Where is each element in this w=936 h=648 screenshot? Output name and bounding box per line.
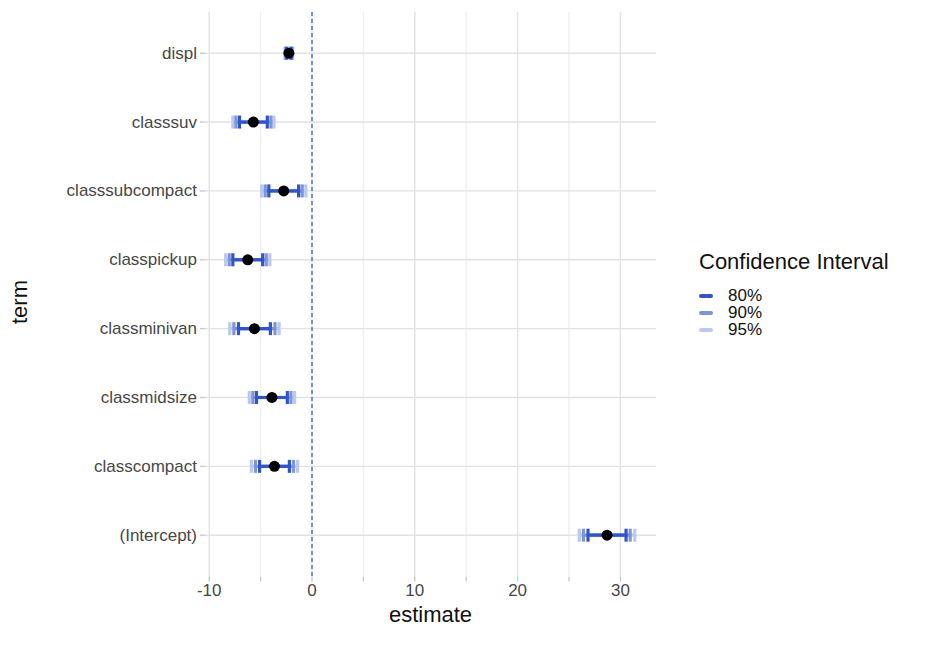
y-tick-label: classminivan [100,319,197,338]
y-tick-label: (Intercept) [120,526,197,545]
x-tick-label: 20 [508,581,527,600]
legend-label-80: 80% [728,287,762,304]
estimate-point [266,392,277,403]
ci-90-key-icon [699,311,713,315]
x-axis-title-wrap: estimate [205,602,656,628]
y-tick-label: classsubcompact [67,181,198,200]
legend-title: Confidence Interval [699,249,889,275]
y-tick-label: classpickup [109,250,197,269]
legend-label-90: 90% [728,304,762,321]
estimate-point [269,461,280,472]
y-tick-label: displ [162,44,197,63]
x-tick-label: 30 [611,581,630,600]
legend-label-95: 95% [728,321,762,338]
ci-80-key-icon [699,294,713,298]
estimate-point [249,323,260,334]
legend-entry-95: 95% [699,321,889,338]
estimate-point [283,48,294,59]
x-tick-label: 10 [405,581,424,600]
legend-entry-80: 80% [699,287,889,304]
ci-95-key-icon [699,328,713,332]
estimate-point [602,530,613,541]
y-tick-label: classcompact [94,457,197,476]
estimate-point [248,117,259,128]
y-tick-label: classsuv [132,113,198,132]
estimate-point [242,254,253,265]
x-tick-label: 0 [307,581,316,600]
x-axis-title: estimate [389,602,472,627]
x-tick-label: -10 [197,581,222,600]
y-tick-label: classmidsize [101,388,197,407]
coefficient-plot-figure: -10 0 10 20 30 displ classsuv classsubcompact cl… [0,0,936,648]
estimate-point [278,185,289,196]
legend: Confidence Interval 80% 90% 95% [699,249,889,338]
legend-entry-90: 90% [699,304,889,321]
